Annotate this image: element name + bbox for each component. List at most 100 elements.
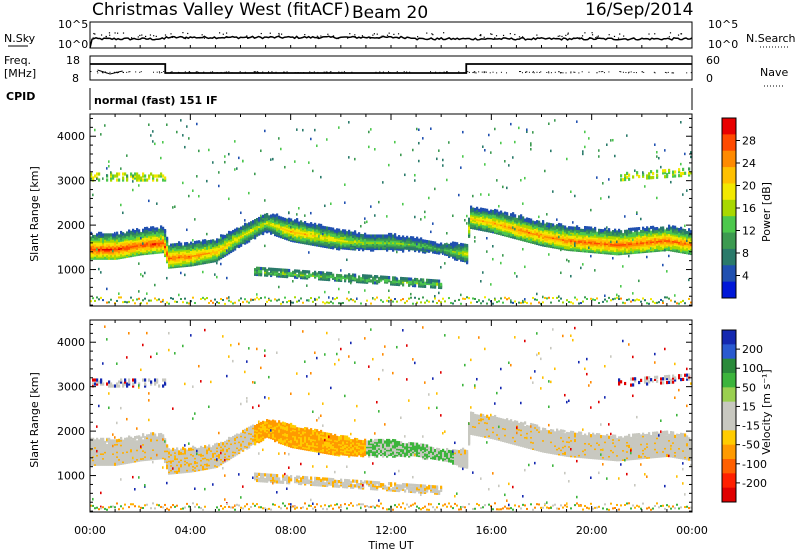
echo-cell xyxy=(114,231,116,235)
echo-cell xyxy=(362,234,365,238)
echo-cell xyxy=(578,227,581,231)
echo-cell xyxy=(218,171,220,174)
noise-search-dot xyxy=(371,37,373,39)
noise-search-dot xyxy=(518,36,521,38)
echo-cell xyxy=(490,151,492,154)
echo-cell xyxy=(574,194,576,198)
noise-search-dot xyxy=(361,35,364,37)
echo-cell xyxy=(306,222,309,227)
echo-cell xyxy=(532,131,534,134)
echo-cell xyxy=(282,274,285,278)
echo-cell xyxy=(244,219,246,222)
echo-cell xyxy=(138,297,140,300)
echo-cell xyxy=(440,242,443,246)
echo-cell xyxy=(434,297,436,300)
echo-cell xyxy=(394,276,397,280)
echo-cell xyxy=(612,298,614,301)
echo-cell xyxy=(538,215,540,219)
noise-search-dot xyxy=(170,33,172,35)
echo-cell xyxy=(402,277,405,281)
echo-cell xyxy=(132,299,134,302)
echo-cell xyxy=(638,279,640,283)
echo-cell xyxy=(382,300,384,303)
echo-cell xyxy=(574,226,577,230)
noise-search-dot xyxy=(252,36,254,38)
noise-search-dot xyxy=(226,36,228,39)
echo-cell xyxy=(274,214,277,218)
echo-cell xyxy=(320,271,323,275)
echo-cell xyxy=(162,141,164,144)
echo-cell xyxy=(368,145,370,149)
echo-cell xyxy=(558,235,560,239)
nave-dot xyxy=(519,71,521,73)
echo-cell xyxy=(628,173,631,177)
echo-cell xyxy=(614,154,616,158)
noise-search-dot xyxy=(431,33,433,35)
echo-cell xyxy=(426,299,428,302)
echo-cell xyxy=(412,302,414,305)
echo-cell xyxy=(364,274,367,278)
echo-cell xyxy=(112,233,115,237)
echo-cell xyxy=(136,232,139,236)
echo-cell xyxy=(206,232,208,236)
nave-dot xyxy=(396,71,398,73)
echo-cell xyxy=(614,297,616,300)
echo-cell xyxy=(94,299,96,302)
echo-cell xyxy=(388,289,390,293)
echo-cell xyxy=(98,234,101,239)
echo-cell xyxy=(120,230,123,235)
echo-cell xyxy=(488,298,490,301)
echo-cell xyxy=(510,122,512,126)
echo-cell xyxy=(514,214,517,218)
echo-cell xyxy=(610,139,612,142)
echo-cell xyxy=(598,228,601,232)
echo-cell xyxy=(510,299,512,302)
echo-cell xyxy=(316,272,319,276)
echo-cell xyxy=(434,279,437,283)
nave-dot xyxy=(550,72,552,74)
echo-cell xyxy=(108,233,111,237)
echo-cell xyxy=(144,174,147,178)
echo-cell xyxy=(354,230,357,234)
echo-cell xyxy=(414,296,416,299)
noise-search-dot xyxy=(376,33,378,35)
echo-cell xyxy=(338,287,340,291)
echo-cell xyxy=(262,267,265,271)
echo-cell xyxy=(162,178,165,182)
echo-cell xyxy=(296,269,299,273)
nave-dot xyxy=(256,72,258,74)
echo-cell xyxy=(542,301,544,304)
nave-dot xyxy=(140,71,142,73)
echo-cell xyxy=(132,188,134,192)
echo-cell xyxy=(514,227,516,231)
echo-cell xyxy=(92,234,95,239)
echo-cell xyxy=(156,202,158,205)
nave-label: Nave xyxy=(760,66,788,79)
echo-cell xyxy=(112,249,114,253)
echo-cell xyxy=(574,242,576,245)
nave-dot xyxy=(128,71,130,73)
echo-cell xyxy=(94,128,96,132)
echo-cell xyxy=(106,236,109,240)
echo-cell xyxy=(586,297,588,300)
noise-search-dot xyxy=(354,34,356,36)
echo-cell xyxy=(520,214,523,218)
echo-cell xyxy=(276,216,279,220)
echo-cell xyxy=(270,218,272,222)
echo-cell xyxy=(256,217,259,222)
nave-dot xyxy=(603,72,605,74)
nave-dot xyxy=(253,71,255,73)
echo-cell xyxy=(588,246,590,250)
echo-cell xyxy=(420,301,422,304)
noise-search-dot xyxy=(105,36,107,38)
echo-cell xyxy=(444,243,447,247)
echo-cell xyxy=(600,197,602,200)
echo-cell xyxy=(256,296,258,299)
echo-cell xyxy=(386,278,389,283)
nave-dot xyxy=(574,71,576,73)
echo-cell xyxy=(352,273,355,277)
noise-search-dot xyxy=(514,33,516,36)
echo-cell xyxy=(106,287,108,291)
echo-cell xyxy=(352,299,354,302)
nave-dot xyxy=(686,72,688,74)
